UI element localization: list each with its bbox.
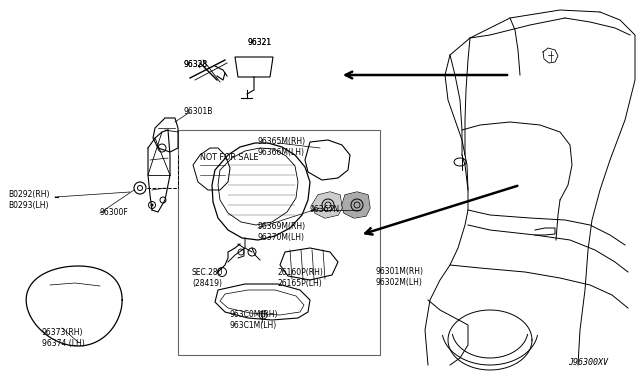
Text: 96301B: 96301B bbox=[183, 107, 212, 116]
Text: 96300F: 96300F bbox=[100, 208, 129, 217]
Text: 26160P(RH)
26165P(LH): 26160P(RH) 26165P(LH) bbox=[278, 268, 324, 288]
Text: SEC.280
(28419): SEC.280 (28419) bbox=[192, 268, 223, 288]
Text: 96301M(RH)
96302M(LH): 96301M(RH) 96302M(LH) bbox=[375, 267, 423, 287]
Bar bbox=[178, 130, 380, 355]
Text: 96365M(RH)
96366M(LH): 96365M(RH) 96366M(LH) bbox=[258, 137, 306, 157]
Text: J96300XV: J96300XV bbox=[568, 358, 608, 367]
Text: 96321: 96321 bbox=[248, 38, 272, 47]
Polygon shape bbox=[342, 192, 370, 218]
Text: 96373(RH)
96374 (LH): 96373(RH) 96374 (LH) bbox=[42, 328, 84, 348]
Polygon shape bbox=[312, 192, 342, 218]
Text: 96321: 96321 bbox=[248, 38, 272, 47]
Text: B0292(RH)
B0293(LH): B0292(RH) B0293(LH) bbox=[8, 190, 49, 210]
Text: NOT FOR SALE: NOT FOR SALE bbox=[200, 153, 259, 162]
Text: 96369M(RH)
96370M(LH): 96369M(RH) 96370M(LH) bbox=[258, 222, 306, 242]
Text: 963C0M(RH)
963C1M(LH): 963C0M(RH) 963C1M(LH) bbox=[230, 310, 278, 330]
Circle shape bbox=[150, 203, 154, 206]
Text: 96328: 96328 bbox=[183, 60, 207, 69]
Text: 96367N: 96367N bbox=[310, 205, 340, 214]
Text: 96328: 96328 bbox=[183, 60, 207, 69]
